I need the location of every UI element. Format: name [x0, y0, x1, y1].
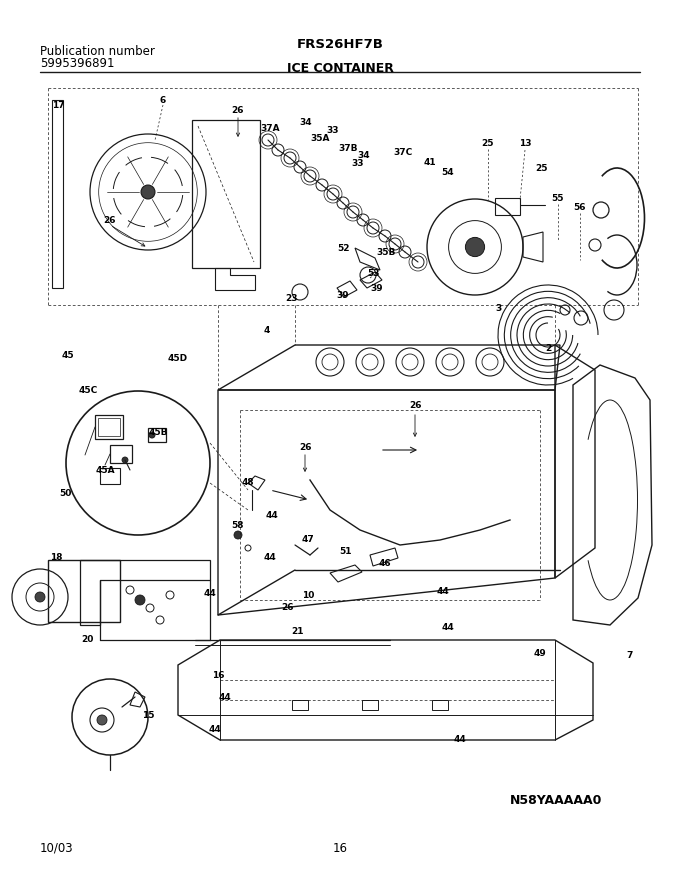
- Text: 16: 16: [333, 841, 347, 854]
- Circle shape: [149, 432, 155, 438]
- Text: 18: 18: [50, 553, 63, 563]
- Text: 44: 44: [441, 624, 454, 632]
- Bar: [192, 120, 260, 268]
- Text: 17: 17: [52, 100, 65, 110]
- Text: 20: 20: [81, 636, 93, 645]
- Text: 4: 4: [264, 326, 270, 334]
- Text: 33: 33: [352, 159, 364, 167]
- Text: 45: 45: [62, 350, 74, 360]
- Text: 15: 15: [141, 712, 154, 720]
- Text: 26: 26: [232, 105, 244, 114]
- Text: 5995396891: 5995396891: [40, 57, 114, 70]
- Text: 44: 44: [219, 693, 231, 703]
- Text: Publication number: Publication number: [40, 45, 155, 58]
- Text: 34: 34: [300, 118, 312, 126]
- Text: 37C: 37C: [393, 147, 413, 157]
- Text: 10/03: 10/03: [40, 841, 73, 854]
- Text: 10: 10: [302, 591, 314, 599]
- Text: 33: 33: [327, 125, 339, 134]
- Text: 39: 39: [337, 291, 350, 300]
- Text: 25: 25: [536, 164, 548, 172]
- Text: 58: 58: [231, 521, 243, 530]
- Text: 37A: 37A: [260, 124, 279, 132]
- Text: 45B: 45B: [148, 428, 168, 436]
- Bar: [98, 418, 120, 436]
- Text: ICE CONTAINER: ICE CONTAINER: [286, 62, 394, 75]
- Bar: [95, 415, 123, 439]
- Text: 37B: 37B: [338, 144, 358, 152]
- Text: 49: 49: [534, 649, 546, 658]
- Text: 52: 52: [337, 244, 350, 253]
- Text: 23: 23: [286, 294, 299, 302]
- Circle shape: [122, 457, 128, 463]
- Text: 35B: 35B: [376, 247, 396, 256]
- Text: 44: 44: [264, 553, 276, 563]
- Text: 54: 54: [442, 167, 454, 177]
- Text: FRS26HF7B: FRS26HF7B: [296, 38, 384, 51]
- Text: 51: 51: [339, 548, 352, 557]
- Bar: [292, 700, 308, 710]
- Circle shape: [234, 531, 242, 539]
- Text: 16: 16: [211, 671, 224, 679]
- Text: 35A: 35A: [310, 133, 330, 143]
- Bar: [432, 700, 448, 710]
- Text: 48: 48: [241, 477, 254, 487]
- Text: 55: 55: [551, 193, 564, 202]
- Circle shape: [97, 715, 107, 725]
- Text: 53: 53: [367, 268, 379, 278]
- Text: 41: 41: [424, 158, 437, 166]
- Text: 26: 26: [409, 401, 421, 409]
- Bar: [362, 700, 378, 710]
- Text: 44: 44: [454, 735, 466, 745]
- Text: 21: 21: [292, 627, 304, 637]
- Text: 45A: 45A: [95, 465, 115, 475]
- Bar: [110, 445, 132, 463]
- Text: 3: 3: [495, 303, 501, 313]
- Text: N58YAAAAA0: N58YAAAAA0: [510, 793, 602, 807]
- Text: 44: 44: [437, 588, 449, 597]
- Circle shape: [135, 595, 145, 605]
- Text: 44: 44: [209, 726, 222, 734]
- Text: 6: 6: [160, 96, 166, 105]
- Text: 44: 44: [203, 589, 216, 598]
- Text: 26: 26: [281, 603, 293, 611]
- Bar: [100, 468, 120, 484]
- Text: 45C: 45C: [78, 386, 98, 395]
- Text: 50: 50: [58, 489, 71, 497]
- Bar: [148, 428, 166, 442]
- Text: 26: 26: [299, 442, 311, 451]
- Circle shape: [141, 185, 155, 199]
- Text: 25: 25: [481, 138, 494, 147]
- Bar: [48, 560, 120, 622]
- Text: 34: 34: [358, 151, 371, 159]
- Text: 39: 39: [371, 283, 384, 293]
- Text: 56: 56: [574, 202, 586, 212]
- Text: 7: 7: [627, 651, 633, 659]
- Text: 46: 46: [379, 558, 391, 568]
- Text: 47: 47: [302, 536, 314, 544]
- Circle shape: [35, 592, 45, 602]
- Text: 26: 26: [104, 215, 116, 225]
- Text: 45D: 45D: [168, 354, 188, 362]
- Text: 44: 44: [266, 510, 278, 519]
- Text: 2: 2: [545, 343, 551, 353]
- Circle shape: [465, 238, 485, 257]
- Text: 13: 13: [519, 138, 531, 147]
